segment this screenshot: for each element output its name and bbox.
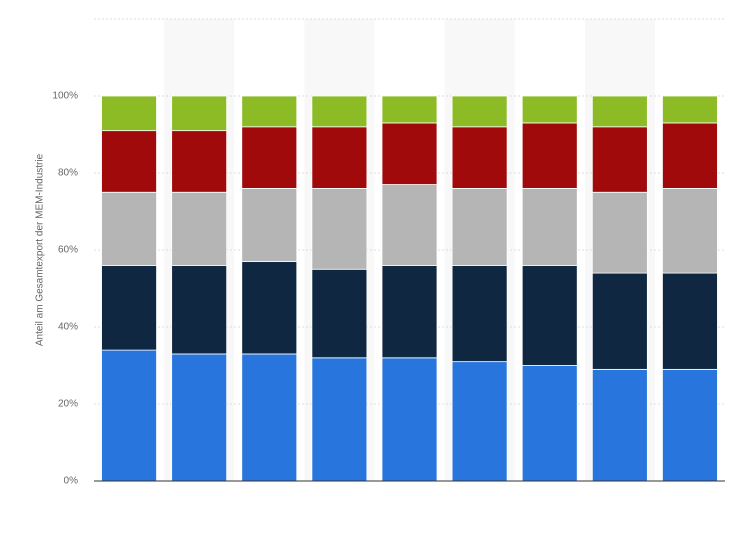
y-tick-label: 20% bbox=[58, 399, 78, 410]
bar-segment bbox=[101, 95, 157, 132]
bar-segment bbox=[521, 365, 578, 482]
bar-segment bbox=[451, 95, 508, 128]
y-tick-label: 100% bbox=[52, 91, 78, 102]
bar-segment bbox=[101, 130, 157, 193]
bar-segment bbox=[311, 95, 368, 128]
bar-segment bbox=[241, 126, 298, 189]
bar-segment bbox=[311, 357, 368, 482]
bar-segment bbox=[171, 191, 228, 266]
bar-segment bbox=[451, 264, 508, 363]
y-tick-label: 0% bbox=[64, 476, 79, 487]
bar-segment bbox=[521, 187, 578, 266]
bar-segment bbox=[451, 126, 508, 189]
bar-segment bbox=[171, 95, 228, 132]
bar-segment bbox=[451, 187, 508, 266]
bar-segment bbox=[101, 264, 157, 351]
bar-segment bbox=[241, 353, 298, 482]
bar-segment bbox=[591, 191, 648, 274]
bar-segment bbox=[662, 187, 718, 274]
bar-segment bbox=[241, 187, 298, 262]
bar-segment bbox=[311, 126, 368, 189]
bar-segment bbox=[381, 357, 438, 482]
bar-segment bbox=[451, 361, 508, 482]
bar-segment bbox=[662, 272, 718, 370]
y-axis-label: Anteil am Gesamtexport der MEM-Industrie bbox=[35, 153, 46, 346]
bar-segment bbox=[101, 349, 157, 482]
bar-segment bbox=[241, 95, 298, 128]
bar-segment bbox=[171, 130, 228, 193]
bar-segment bbox=[662, 122, 718, 189]
bar-segment bbox=[591, 126, 648, 193]
bar-segment bbox=[521, 264, 578, 366]
bar-segment bbox=[311, 268, 368, 359]
y-tick-label: 40% bbox=[58, 322, 78, 333]
y-tick-label: 80% bbox=[58, 168, 78, 179]
bar-segment bbox=[381, 184, 438, 266]
bar-segment bbox=[662, 95, 718, 124]
bar-segment bbox=[381, 95, 438, 124]
bar-segment bbox=[381, 122, 438, 185]
bar-segment bbox=[311, 187, 368, 270]
bar-segment bbox=[101, 191, 157, 266]
bar-segment bbox=[521, 122, 578, 189]
bar-segment bbox=[521, 95, 578, 124]
y-tick-label: 60% bbox=[58, 245, 78, 256]
bar-segment bbox=[241, 261, 298, 355]
bar-segment bbox=[171, 353, 228, 482]
bar-segment bbox=[591, 368, 648, 482]
bar-segment bbox=[381, 264, 438, 359]
bar-segment bbox=[591, 272, 648, 370]
bar-segment bbox=[171, 264, 228, 355]
bar-segment bbox=[591, 95, 648, 128]
bar-segment bbox=[662, 368, 718, 482]
